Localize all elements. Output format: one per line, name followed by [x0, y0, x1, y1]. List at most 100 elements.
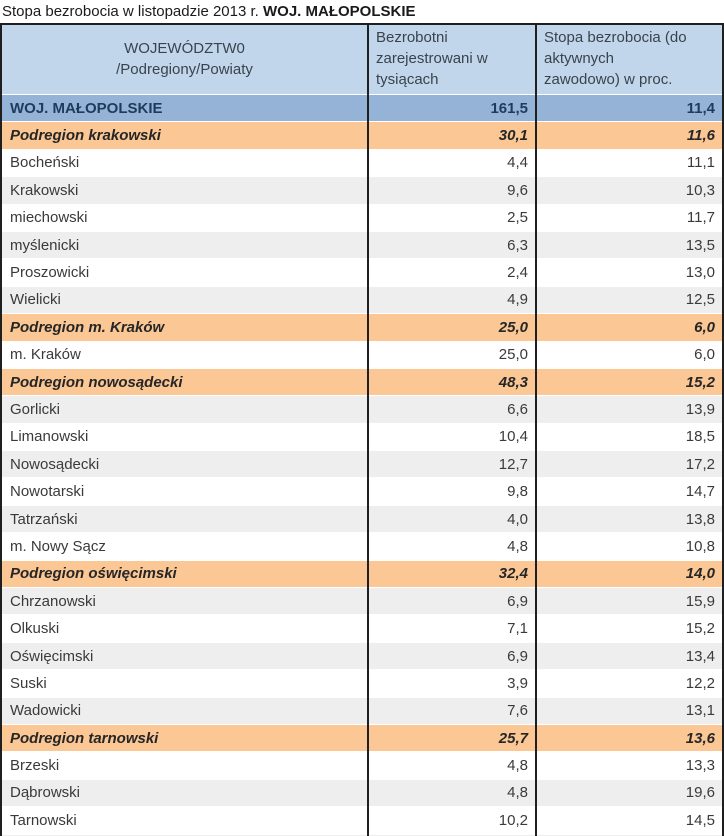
region-name-cell: Gorlicki [1, 395, 368, 424]
rate-value-cell: 14,5 [535, 806, 723, 835]
region-name-cell: Podregion m. Kraków [1, 313, 368, 342]
region-name-cell: miechowski [1, 203, 368, 232]
table-row: Gorlicki 6,6 13,9 [1, 395, 723, 424]
table-row-subregion: Podregion m. Kraków 25,0 6,0 [1, 313, 723, 342]
unemployed-value-cell: 7,6 [367, 696, 536, 725]
rate-value-cell: 6,0 [535, 313, 723, 342]
table-row: Chrzanowski 6,9 15,9 [1, 587, 723, 615]
table-row-subregion: Podregion nowosądecki 48,3 15,2 [1, 367, 723, 396]
column-header-rate: Stopa bezrobocia (do aktywnych zawodowo)… [535, 24, 723, 95]
rate-value-cell: 13,0 [535, 258, 723, 287]
region-name-cell: Tatrzański [1, 504, 368, 533]
unemployed-value-cell: 32,4 [367, 559, 536, 588]
unemployed-value-cell: 6,6 [367, 395, 536, 424]
unemployed-value-cell: 7,1 [367, 614, 536, 643]
rate-value-cell: 15,9 [535, 587, 723, 615]
unemployed-value-cell: 4,8 [367, 778, 536, 807]
rate-value-cell: 15,2 [535, 614, 723, 643]
header-row: WOJEWÓDZTW0 /Podregiony/Powiaty Bezrobot… [1, 24, 723, 95]
table-row: Wielicki 4,9 12,5 [1, 285, 723, 314]
region-name-cell: Wielicki [1, 285, 368, 314]
unemployed-value-cell: 30,1 [367, 121, 536, 150]
unemployed-value-cell: 6,9 [367, 641, 536, 670]
table-row: m. Tarnów 5,8 10,1 [1, 833, 723, 836]
rate-value-cell: 10,3 [535, 176, 723, 205]
region-name-cell: Podregion tarnowski [1, 723, 368, 752]
unemployed-value-cell: 4,8 [367, 532, 536, 561]
page-title-region: WOJ. MAŁOPOLSKIE [263, 3, 416, 20]
region-name-cell: Suski [1, 669, 368, 698]
region-name-cell: Limanowski [1, 422, 368, 451]
table-row: Krakowski 9,6 10,3 [1, 176, 723, 205]
table-row-subregion: Podregion krakowski 30,1 11,6 [1, 121, 723, 150]
table-row: Limanowski 10,4 18,5 [1, 422, 723, 451]
region-name-cell: Podregion oświęcimski [1, 559, 368, 588]
region-name-cell: m. Nowy Sącz [1, 532, 368, 561]
table-row: Tarnowski 10,2 14,5 [1, 806, 723, 835]
rate-value-cell: 13,8 [535, 504, 723, 533]
region-name-cell: Dąbrowski [1, 778, 368, 807]
region-name-cell: Bocheński [1, 148, 368, 177]
unemployed-value-cell: 6,9 [367, 587, 536, 615]
unemployed-value-cell: 4,4 [367, 148, 536, 177]
rate-value-cell: 13,9 [535, 395, 723, 424]
region-name-cell: Nowotarski [1, 477, 368, 506]
table-row: Proszowicki 2,4 13,0 [1, 258, 723, 287]
region-name-cell: Podregion krakowski [1, 121, 368, 150]
table-row: Tatrzański 4,0 13,8 [1, 504, 723, 533]
rate-value-cell: 12,5 [535, 285, 723, 314]
unemployed-value-cell: 48,3 [367, 367, 536, 396]
unemployed-value-cell: 3,9 [367, 669, 536, 698]
table-row: Wadowicki 7,6 13,1 [1, 696, 723, 725]
table-row: m. Nowy Sącz 4,8 10,8 [1, 532, 723, 561]
unemployed-value-cell: 10,2 [367, 806, 536, 835]
rate-value-cell: 11,6 [535, 121, 723, 150]
rate-value-cell: 18,5 [535, 422, 723, 451]
rate-value-cell: 10,1 [535, 833, 723, 836]
rate-value-cell: 6,0 [535, 340, 723, 369]
table-row: Bocheński 4,4 11,1 [1, 148, 723, 177]
rate-value-cell: 11,4 [535, 93, 723, 122]
region-name-cell: Nowosądecki [1, 450, 368, 478]
region-name-cell: Oświęcimski [1, 641, 368, 670]
region-name-cell: Brzeski [1, 751, 368, 780]
table-row-subregion: Podregion oświęcimski 32,4 14,0 [1, 559, 723, 588]
region-name-cell: Wadowicki [1, 696, 368, 725]
rate-value-cell: 12,2 [535, 669, 723, 698]
unemployed-value-cell: 25,7 [367, 723, 536, 752]
table-row: m. Kraków 25,0 6,0 [1, 340, 723, 369]
unemployed-value-cell: 12,7 [367, 450, 536, 478]
rate-value-cell: 19,6 [535, 778, 723, 807]
table-body: WOJ. MAŁOPOLSKIE 161,5 11,4 Podregion kr… [1, 93, 723, 836]
unemployed-value-cell: 4,8 [367, 751, 536, 780]
column-header-unemployed: Bezrobotni zarejestrowani w tysiącach [367, 24, 536, 95]
rate-value-cell: 13,4 [535, 641, 723, 670]
table-row: myślenicki 6,3 13,5 [1, 230, 723, 259]
unemployed-value-cell: 2,5 [367, 203, 536, 232]
unemployed-value-cell: 4,0 [367, 504, 536, 533]
rate-value-cell: 11,1 [535, 148, 723, 177]
table-header: WOJEWÓDZTW0 /Podregiony/Powiaty Bezrobot… [1, 24, 723, 95]
unemployment-table: WOJEWÓDZTW0 /Podregiony/Powiaty Bezrobot… [0, 23, 724, 836]
page-title: Stopa bezrobocia w listopadzie 2013 r. W… [0, 0, 724, 23]
unemployed-value-cell: 4,9 [367, 285, 536, 314]
rate-value-cell: 13,6 [535, 723, 723, 752]
region-name-cell: myślenicki [1, 230, 368, 259]
table-row: Suski 3,9 12,2 [1, 669, 723, 698]
table-row: Nowotarski 9,8 14,7 [1, 477, 723, 506]
rate-value-cell: 15,2 [535, 367, 723, 396]
unemployed-value-cell: 2,4 [367, 258, 536, 287]
rate-value-cell: 14,0 [535, 559, 723, 588]
region-name-cell: m. Tarnów [1, 833, 368, 836]
unemployed-value-cell: 161,5 [367, 93, 536, 122]
unemployed-value-cell: 9,6 [367, 176, 536, 205]
table-row: Dąbrowski 4,8 19,6 [1, 778, 723, 807]
region-name-cell: Olkuski [1, 614, 368, 643]
table-row-total: WOJ. MAŁOPOLSKIE 161,5 11,4 [1, 93, 723, 122]
table-row: miechowski 2,5 11,7 [1, 203, 723, 232]
rate-value-cell: 14,7 [535, 477, 723, 506]
rate-value-cell: 13,5 [535, 230, 723, 259]
rate-value-cell: 13,1 [535, 696, 723, 725]
page-title-text: Stopa bezrobocia w listopadzie 2013 r. [2, 3, 263, 20]
rate-value-cell: 10,8 [535, 532, 723, 561]
